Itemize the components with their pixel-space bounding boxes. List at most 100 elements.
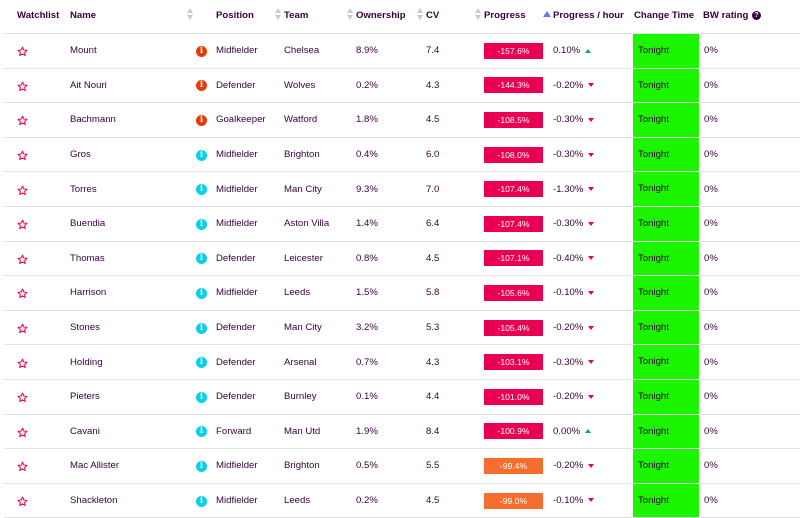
player-ownership: 0.5% [356,448,426,484]
player-name[interactable]: Bachmann [70,102,196,138]
sort-icon[interactable] [417,8,424,24]
progress-per-hour: -1.30% [553,183,584,195]
watchlist-star-icon[interactable] [4,448,70,484]
player-cv: 4.5 [426,241,484,277]
col-progress-hour[interactable]: Progress / hour [553,0,631,34]
player-ownership: 1.9% [356,414,426,450]
player-team: Man City [284,310,356,346]
player-name[interactable]: Torres [70,171,196,207]
player-name[interactable]: Buendia [70,206,196,242]
sort-icon[interactable] [475,8,482,24]
player-name[interactable]: Thomas [70,241,196,277]
player-name[interactable]: Mac Allister [70,448,196,484]
news-info-icon[interactable]: i [196,322,207,334]
player-name[interactable]: Ait Nouri [70,68,196,104]
player-name[interactable]: Harrison [70,275,196,311]
news-info-icon[interactable]: i [196,149,207,161]
progress-per-hour: -0.10% [553,495,584,507]
watchlist-star-icon[interactable] [4,68,70,104]
news-info-icon[interactable]: i [196,426,207,438]
player-position: Goalkeeper [216,102,284,138]
news-info-icon[interactable]: i [196,460,207,472]
col-position[interactable]: Position [216,0,284,34]
news-info-icon[interactable]: i [196,495,207,507]
injury-info-icon[interactable]: i [196,45,207,57]
change-time-badge: Tonight [632,137,699,172]
news-info-icon[interactable]: i [196,218,207,230]
player-cv: 6.4 [426,206,484,242]
trend-down-icon [588,117,595,122]
player-position: Midfielder [216,448,284,484]
trend-down-icon [588,152,595,157]
progress-badge: -105.4% [484,319,543,336]
player-cv: 5.5 [426,448,484,484]
player-team: Watford [284,102,356,138]
trend-down-icon [588,360,595,365]
change-time-badge: Tonight [632,483,699,518]
sort-icon[interactable] [347,8,354,24]
watchlist-star-icon[interactable] [4,171,70,207]
watchlist-star-icon[interactable] [4,102,70,138]
progress-badge: -103.1% [484,354,543,371]
table-row: Bachmann i Goalkeeper Watford 1.8% 4.5 -108.5%… [4,102,800,138]
watchlist-star-icon[interactable] [4,33,70,69]
trend-up-icon [585,48,592,53]
sort-icon[interactable] [187,8,194,24]
col-change-time-label: Change Time [634,10,695,21]
trend-down-icon [588,256,595,261]
progress-per-hour: -0.10% [553,287,584,299]
news-info-icon[interactable]: i [196,184,207,196]
watchlist-star-icon[interactable] [4,206,70,242]
bw-rating-value: 0% [700,206,800,242]
player-ownership: 3.2% [356,310,426,346]
table-body: Mount i Midfielder Chelsea 8.9% 7.4 -157.6% 0.1… [4,33,800,518]
player-position: Midfielder [216,33,284,69]
sort-icon[interactable] [275,8,282,24]
table-row: Thomas i Defender Leicester 0.8% 4.5 -107.1% -0… [4,241,800,277]
player-ownership: 0.4% [356,137,426,173]
player-team: Leicester [284,241,356,277]
col-cv[interactable]: CV [426,0,484,34]
injury-info-icon[interactable]: i [196,80,207,92]
watchlist-star-icon[interactable] [4,483,70,518]
col-name[interactable]: Name [70,0,196,34]
news-info-icon[interactable]: i [196,287,207,299]
progress-per-hour: -0.40% [553,252,584,264]
player-name[interactable]: Stones [70,310,196,346]
player-name[interactable]: Shackleton [70,483,196,518]
player-name[interactable]: Pieters [70,379,196,415]
watchlist-star-icon[interactable] [4,344,70,380]
progress-badge: -107.4% [484,181,543,198]
col-cv-label: CV [426,10,440,21]
watchlist-star-icon[interactable] [4,137,70,173]
progress-badge: -107.4% [484,215,543,232]
injury-info-icon[interactable]: i [196,114,207,126]
col-team-label: Team [284,10,309,21]
watchlist-star-icon[interactable] [4,241,70,277]
progress-per-hour: -0.20% [553,460,584,472]
player-ownership: 1.8% [356,102,426,138]
watchlist-star-icon[interactable] [4,310,70,346]
watchlist-star-icon[interactable] [4,379,70,415]
player-name[interactable]: Gros [70,137,196,173]
col-bw-rating-label: BW rating [703,10,749,21]
watchlist-star-icon[interactable] [4,414,70,450]
player-name[interactable]: Cavani [70,414,196,450]
news-info-icon[interactable]: i [196,391,207,403]
watchlist-star-icon[interactable] [4,275,70,311]
col-ownership[interactable]: Ownership [356,0,426,34]
col-team[interactable]: Team [284,0,356,34]
bw-rating-value: 0% [700,102,800,138]
progress-badge: -107.1% [484,250,543,267]
trend-down-icon [588,221,595,226]
player-name[interactable]: Mount [70,33,196,69]
sort-ascending-icon[interactable] [543,11,551,17]
help-icon[interactable]: ? [751,11,761,20]
player-name[interactable]: Holding [70,344,196,380]
player-cv: 4.4 [426,379,484,415]
news-info-icon[interactable]: i [196,253,207,265]
news-info-icon[interactable]: i [196,357,207,369]
col-progress[interactable]: Progress [484,0,553,34]
table-row: Pieters i Defender Burnley 0.1% 4.4 -101.0% -0.… [4,379,800,415]
change-time-badge: Tonight [632,241,699,276]
